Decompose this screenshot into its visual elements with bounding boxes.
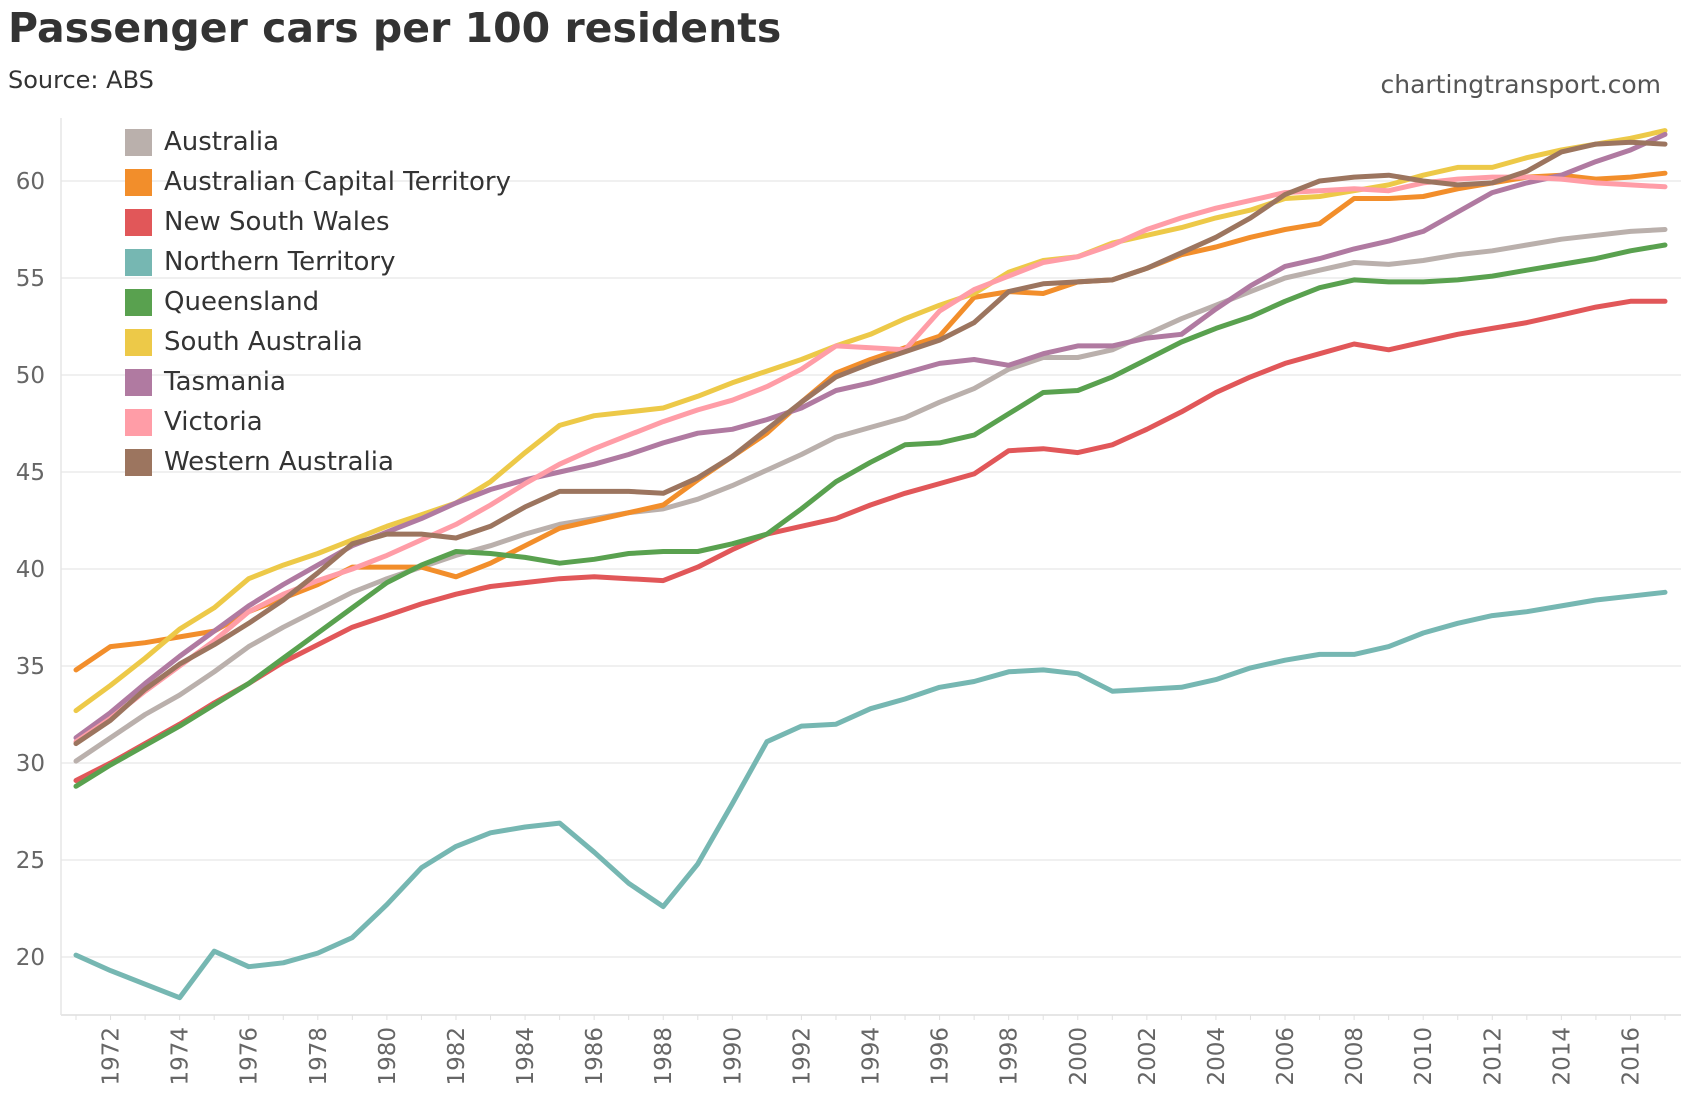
x-tick-label: 2012: [1480, 1027, 1506, 1086]
legend-swatch: [125, 328, 152, 356]
legend-label: Australian Capital Territory: [164, 167, 511, 197]
series-line-new-south-wales: [73, 298, 1668, 783]
legend-label: South Australia: [164, 327, 363, 357]
x-tick-label: 1994: [859, 1027, 885, 1086]
chart-credit: chartingtransport.com: [1380, 70, 1661, 99]
x-tick-label: 1978: [306, 1027, 332, 1086]
y-tick-label: 50: [16, 363, 45, 389]
y-tick-label: 35: [16, 654, 45, 680]
chart-subtitle: Source: ABS: [8, 66, 154, 94]
legend-swatch: [125, 448, 152, 476]
legend-label: Northern Territory: [164, 247, 396, 277]
y-tick-label: 20: [16, 945, 45, 971]
legend-swatch: [125, 248, 152, 276]
legend-label: Victoria: [164, 407, 263, 437]
legend-swatch: [125, 288, 152, 316]
series-line-northern-territory: [73, 589, 1668, 1001]
legend: Australia Australian Capital Territory New…: [125, 122, 511, 482]
series-line-western-australia: [73, 139, 1668, 747]
x-tick-label: 2010: [1411, 1027, 1437, 1086]
x-tick-label: 1980: [375, 1027, 401, 1086]
x-tick-label: 1996: [928, 1027, 954, 1086]
x-tick-label: 1992: [789, 1027, 815, 1086]
legend-item: South Australia: [125, 322, 511, 362]
x-tick-label: 1986: [582, 1027, 608, 1086]
x-tick-label: 2014: [1549, 1027, 1575, 1086]
legend-swatch: [125, 368, 152, 396]
legend-label: Tasmania: [164, 367, 286, 397]
legend-item: Queensland: [125, 282, 511, 322]
legend-label: Western Australia: [164, 447, 394, 477]
legend-swatch: [125, 408, 152, 436]
y-tick-label: 60: [16, 169, 45, 195]
legend-label: Queensland: [164, 287, 320, 317]
x-tick-label: 1990: [720, 1027, 746, 1086]
x-tick-label: 2006: [1273, 1027, 1299, 1086]
x-tick-label: 1984: [513, 1027, 539, 1086]
legend-item: Northern Territory: [125, 242, 511, 282]
y-tick-label: 40: [16, 557, 45, 583]
x-tick-label: 2016: [1618, 1027, 1644, 1086]
x-tick-label: 2004: [1204, 1027, 1230, 1086]
legend-label: Australia: [164, 127, 280, 157]
x-tick-label: 2002: [1135, 1027, 1161, 1086]
legend-item: Australian Capital Territory: [125, 162, 511, 202]
series-line-south-australia: [73, 128, 1668, 714]
legend-swatch: [125, 208, 152, 236]
legend-swatch: [125, 168, 152, 196]
series-line-australia: [73, 227, 1668, 764]
y-tick-label: 55: [16, 266, 45, 292]
x-tick-label: 2008: [1342, 1027, 1368, 1086]
series-line-queensland: [73, 242, 1668, 789]
legend-item: New South Wales: [125, 202, 511, 242]
x-tick-label: 1974: [168, 1027, 194, 1086]
legend-item: Western Australia: [125, 442, 511, 482]
chart-title: Passenger cars per 100 residents: [8, 4, 782, 52]
x-tick-label: 1982: [444, 1027, 470, 1086]
legend-label: New South Wales: [164, 207, 390, 237]
y-tick-label: 25: [16, 848, 45, 874]
y-tick-label: 45: [16, 460, 45, 486]
x-tick-label: 1998: [997, 1027, 1023, 1086]
series-line-victoria: [73, 174, 1668, 745]
legend-item: Victoria: [125, 402, 511, 442]
legend-item: Tasmania: [125, 362, 511, 402]
x-tick-label: 1972: [99, 1027, 125, 1086]
y-tick-label: 30: [16, 751, 45, 777]
x-tick-label: 1988: [651, 1027, 677, 1086]
legend-item: Australia: [125, 122, 511, 162]
legend-swatch: [125, 128, 152, 156]
x-tick-label: 1976: [237, 1027, 263, 1086]
x-tick-label: 2000: [1066, 1027, 1092, 1086]
